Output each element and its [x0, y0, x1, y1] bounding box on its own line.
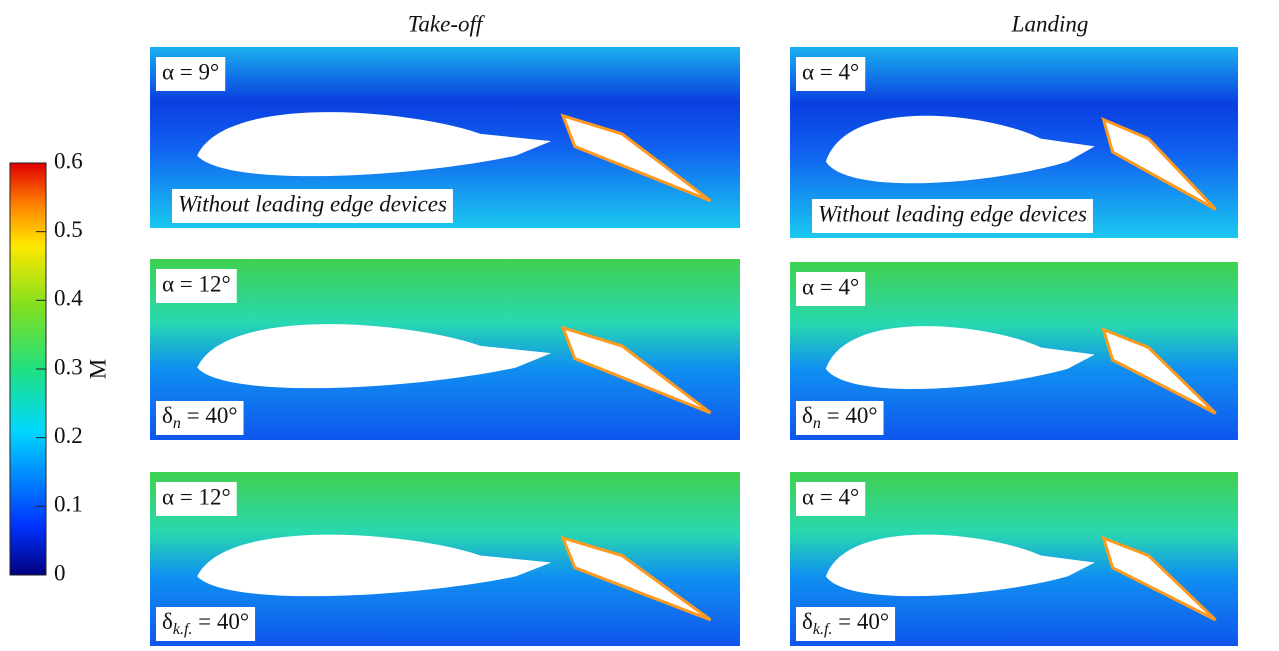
angle-label: α = 4° — [802, 274, 859, 299]
angle-label: α = 12° — [162, 484, 231, 509]
flow-panel: α = 4° δk.f. = 40° — [790, 472, 1238, 646]
flow-panel: α = 4° δn = 40° — [790, 262, 1238, 440]
config-subscript: n — [173, 415, 181, 432]
config-value: = 40° — [832, 609, 889, 634]
config-symbol: δ — [802, 609, 813, 634]
config-subscript: n — [813, 415, 821, 432]
flow-panel: α = 4° Without leading edge devices — [790, 47, 1238, 238]
colorbar-tick-label: 0.5 — [54, 217, 83, 242]
colorbar-tick-label: 0.2 — [54, 423, 83, 448]
angle-label: α = 4° — [802, 59, 859, 84]
config-label: Without leading edge devices — [178, 191, 447, 216]
config-symbol: δ — [162, 609, 173, 634]
column-title: Take-off — [408, 11, 486, 36]
config-value: = 40° — [192, 609, 249, 634]
config-label: Without leading edge devices — [818, 201, 1087, 226]
colorbar-label: M — [85, 359, 110, 379]
config-symbol: δ — [162, 403, 173, 428]
figure: M Take-off Landing 0 0.1 0.2 0.3 0.4 0.5 0.6 α … — [0, 0, 1279, 646]
flow-panel: α = 9° Without leading edge devices — [150, 47, 740, 228]
config-subscript: k.f. — [173, 621, 193, 638]
config-value: = 40° — [181, 403, 238, 428]
colorbar-tick-label: 0.3 — [54, 354, 83, 379]
angle-label: α = 9° — [162, 59, 219, 84]
angle-label: α = 12° — [162, 271, 231, 296]
config-subscript: k.f. — [813, 621, 833, 638]
flow-panel: α = 12° δn = 40° — [150, 259, 740, 440]
column-title: Landing — [1011, 11, 1089, 36]
colorbar-tick-label: 0.6 — [54, 148, 83, 173]
flow-panel: α = 12° δk.f. = 40° — [150, 472, 740, 646]
colorbar-tick-label: 0.4 — [54, 286, 83, 311]
config-symbol: δ — [802, 403, 813, 428]
angle-label: α = 4° — [802, 484, 859, 509]
config-value: = 40° — [821, 403, 878, 428]
colorbar-tick-label: 0 — [54, 560, 66, 585]
colorbar-tick-label: 0.1 — [54, 492, 83, 517]
